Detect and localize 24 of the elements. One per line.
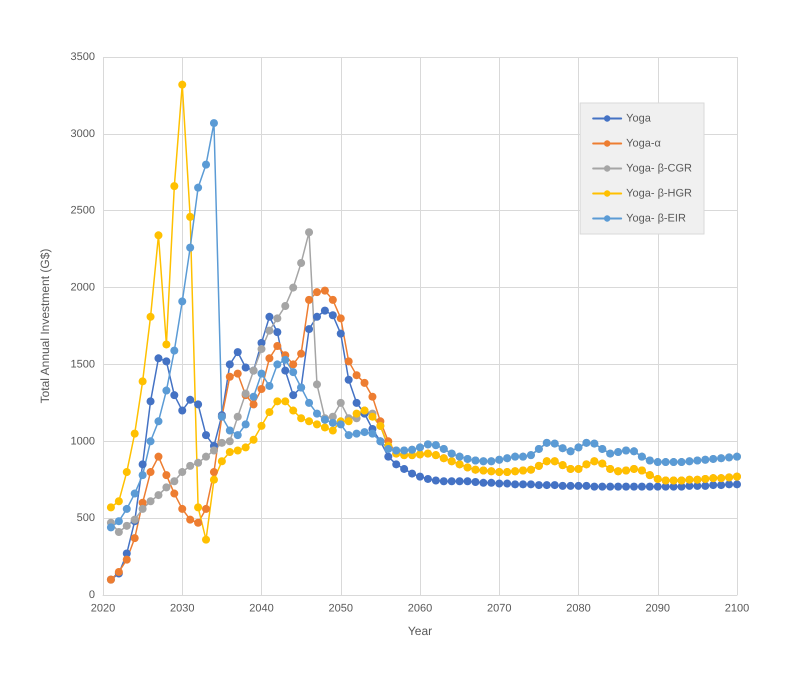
x-tick-label: 2070 — [487, 602, 512, 614]
legend-label: Yoga — [626, 112, 652, 124]
y-tick-label: 2000 — [70, 282, 95, 294]
y-tick-label: 1500 — [70, 358, 95, 370]
legend-label: Yoga- β-CGR — [626, 162, 692, 174]
x-tick-label: 2060 — [408, 602, 432, 614]
x-tick-label: 2040 — [249, 602, 274, 614]
x-tick-label: 2090 — [646, 602, 670, 614]
y-tick-label: 3500 — [70, 51, 95, 63]
legend-label: Yoga- β-EIR — [626, 212, 686, 224]
x-tick-label: 2100 — [724, 602, 750, 614]
x-tick-label: 2050 — [328, 602, 353, 614]
x-tick-label: 2020 — [90, 602, 116, 614]
legend-label: Yoga- β-HGR — [626, 188, 692, 200]
y-tick-label: 2500 — [70, 204, 95, 217]
y-tick-label: 500 — [76, 512, 95, 524]
legend-label: Yoga-α — [626, 138, 662, 150]
y-tick-label: 0 — [88, 589, 95, 601]
y-axis-title: Total Annual Investment (G$) — [38, 248, 52, 404]
x-tick-label: 2030 — [170, 602, 194, 614]
x-axis-title: Year — [408, 624, 432, 638]
y-tick-label: 1000 — [70, 435, 95, 448]
x-tick-label: 2080 — [566, 602, 591, 614]
y-tick-label: 3000 — [70, 128, 95, 140]
